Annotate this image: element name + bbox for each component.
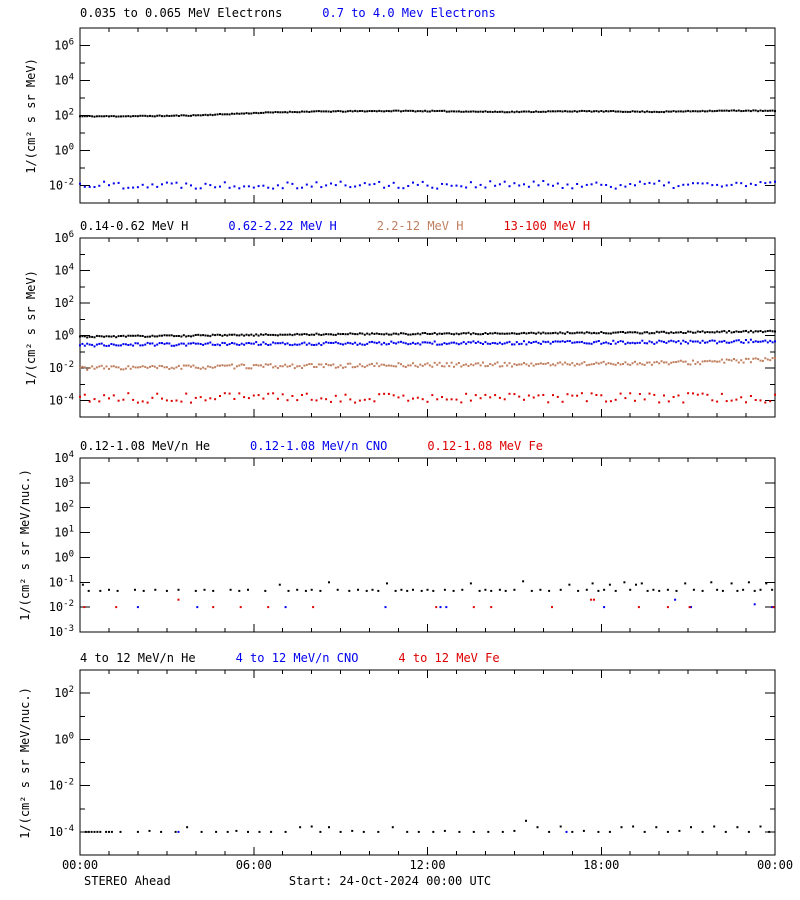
panel3-y-axis-label: 1/(cm² s sr MeV/nuc.) — [18, 469, 32, 621]
start-time-label: Start: 24-Oct-2024 00:00 UTC — [288, 874, 492, 888]
x-tick-label-0000b: 00:00 — [756, 858, 794, 872]
panel3-series3-label: 0.12-1.08 MeV Fe — [427, 439, 543, 453]
svg-text:10-4: 10-4 — [49, 393, 74, 408]
svg-text:10-3: 10-3 — [49, 624, 74, 639]
x-tick-label-1800: 18:00 — [583, 858, 620, 872]
svg-text:102: 102 — [54, 108, 74, 123]
panel2-title: 0.14-0.62 MeV H 0.62-2.22 MeV H 2.2-12 M… — [80, 219, 590, 233]
svg-text:10-2: 10-2 — [49, 599, 74, 614]
panel2-series1-label: 0.14-0.62 MeV H — [80, 219, 189, 233]
panel4-series1-label: 4 to 12 MeV/n He — [80, 651, 196, 665]
svg-text:100: 100 — [54, 328, 74, 343]
svg-text:101: 101 — [54, 525, 74, 540]
svg-text:102: 102 — [54, 500, 74, 515]
panel2-series3-label: 2.2-12 MeV H — [376, 219, 464, 233]
svg-text:10-4: 10-4 — [49, 824, 74, 839]
panel4-series2-label: 4 to 12 MeV/n CNO — [235, 651, 359, 665]
panel1-series2-label: 0.7 to 4.0 Mev Electrons — [322, 6, 496, 20]
panel3-title: 0.12-1.08 MeV/n He 0.12-1.08 MeV/n CNO 0… — [80, 439, 543, 453]
panel3-series1-label: 0.12-1.08 MeV/n He — [80, 439, 211, 453]
x-tick-label-0600: 06:00 — [235, 858, 272, 872]
panel1-y-axis-label: 1/(cm² s sr MeV) — [24, 58, 38, 174]
svg-text:104: 104 — [54, 73, 74, 88]
svg-text:10-2: 10-2 — [49, 778, 74, 793]
panel3-series2-label: 0.12-1.08 MeV/n CNO — [250, 439, 388, 453]
panel2-series2-label: 0.62-2.22 MeV H — [228, 219, 337, 233]
svg-text:103: 103 — [54, 475, 74, 490]
svg-text:100: 100 — [54, 549, 74, 564]
panel2-y-axis-label: 1/(cm² s sr MeV) — [24, 270, 38, 386]
svg-text:100: 100 — [54, 143, 74, 158]
svg-text:106: 106 — [54, 38, 74, 53]
svg-text:104: 104 — [54, 450, 74, 465]
svg-text:100: 100 — [54, 731, 74, 746]
svg-text:104: 104 — [54, 263, 74, 278]
svg-text:10-1: 10-1 — [49, 574, 74, 589]
x-tick-label-0000a: 00:00 — [61, 858, 99, 872]
svg-text:106: 106 — [54, 230, 74, 245]
svg-text:102: 102 — [54, 295, 74, 310]
pan4-series3-label: 4 to 12 MeV Fe — [398, 651, 500, 665]
panel2-series4-label: 13-100 MeV H — [503, 219, 591, 233]
svg-text:10-2: 10-2 — [49, 360, 74, 375]
panel4-y-axis-label: 1/(cm² s sr MeV/nuc.) — [18, 687, 32, 839]
panel1-series1-label: 0.035 to 0.065 MeV Electrons — [80, 6, 283, 20]
panel1-title: 0.035 to 0.065 MeV Electrons 0.7 to 4.0 … — [80, 6, 496, 20]
x-tick-label-1200: 12:00 — [409, 858, 446, 872]
svg-text:10-2: 10-2 — [49, 178, 74, 193]
panel4-title: 4 to 12 MeV/n He 4 to 12 MeV/n CNO 4 to … — [80, 651, 500, 665]
spacecraft-label: STEREO Ahead — [84, 874, 171, 888]
svg-text:102: 102 — [54, 685, 74, 700]
